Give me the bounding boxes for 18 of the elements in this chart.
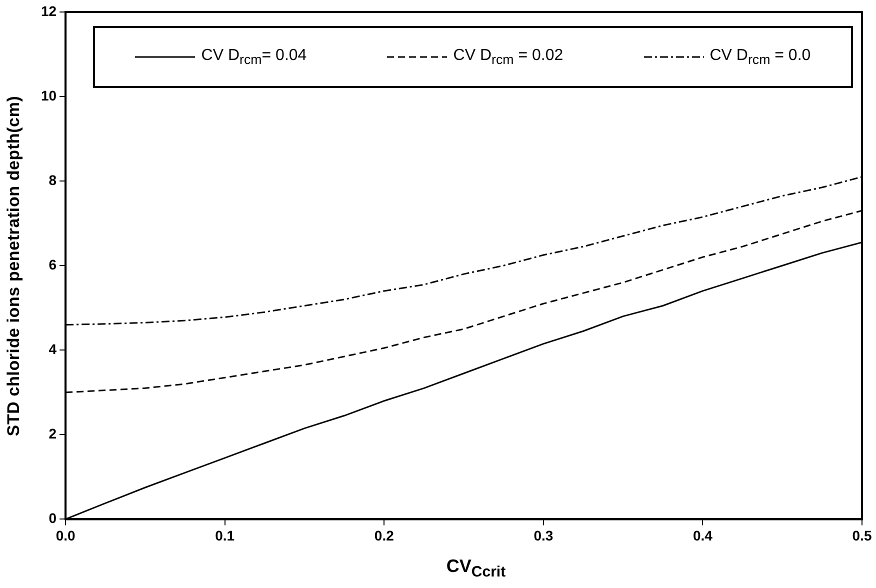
y-tick-label: 0 xyxy=(48,510,57,526)
y-tick-label: 10 xyxy=(40,87,57,104)
x-tick-label: 0.1 xyxy=(215,527,235,544)
y-tick-label: 6 xyxy=(48,256,57,272)
x-tick-label: 0.4 xyxy=(692,527,713,544)
y-tick-label: 4 xyxy=(48,340,57,357)
y-tick-label: 8 xyxy=(48,172,57,188)
x-tick-label: 0.3 xyxy=(534,527,554,544)
legend-label: CV D$_{rcm}$ = 0.0 xyxy=(710,46,811,68)
x-tick-label: 0.5 xyxy=(852,527,872,544)
x-axis-title: CV$_{Ccrit}$ xyxy=(445,556,507,581)
y-axis-title: STD chloride ions penetration depth(cm) xyxy=(4,96,24,436)
y-tick-label: 12 xyxy=(40,2,57,19)
legend-label: CV D$_{rcm}$= 0.04 xyxy=(201,46,307,68)
x-tick-label: 0.0 xyxy=(56,527,76,544)
y-tick-label: 2 xyxy=(48,426,57,442)
x-tick-label: 0.2 xyxy=(374,527,394,544)
legend-label: CV D$_{rcm}$ = 0.02 xyxy=(453,46,564,68)
